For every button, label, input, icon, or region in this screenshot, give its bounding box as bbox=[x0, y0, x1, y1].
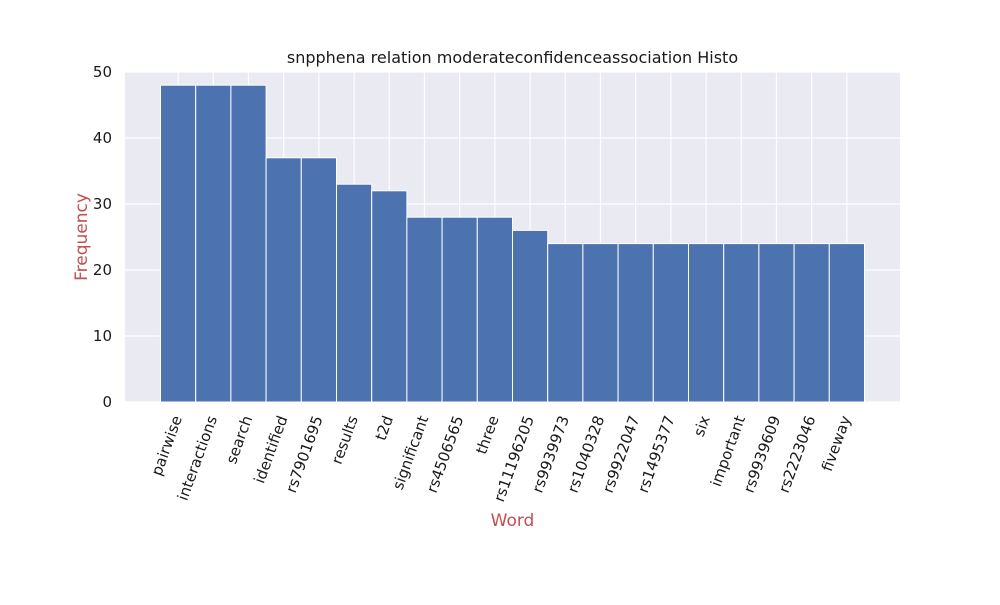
bar-fiveway bbox=[828, 243, 865, 403]
bar-results bbox=[336, 183, 373, 403]
bar-rs2223046 bbox=[793, 243, 830, 403]
bar-rs1495377 bbox=[652, 243, 689, 403]
y-tick-label: 50 bbox=[93, 63, 112, 81]
bar-rs1040328 bbox=[582, 243, 619, 403]
bar-interactions bbox=[195, 84, 232, 403]
x-tick-label: six bbox=[690, 413, 714, 439]
x-tick-label: identified bbox=[250, 413, 291, 486]
y-tick-label: 20 bbox=[93, 261, 112, 279]
y-tick-label: 30 bbox=[93, 195, 112, 213]
bars bbox=[160, 84, 865, 403]
bar-identified bbox=[265, 157, 302, 403]
x-tick-label: important bbox=[707, 413, 749, 489]
bar-rs9939609 bbox=[758, 243, 795, 403]
bar-rs9922047 bbox=[617, 243, 654, 403]
y-tick-labels: 0 10 20 30 40 50 bbox=[93, 63, 112, 411]
bar-important bbox=[723, 243, 760, 403]
bar-rs4506565 bbox=[441, 216, 478, 403]
bar-three bbox=[476, 216, 513, 403]
x-tick-label: t2d bbox=[372, 413, 397, 443]
y-tick-label: 10 bbox=[93, 327, 112, 345]
bar-t2d bbox=[371, 190, 408, 403]
bar-search bbox=[230, 84, 267, 403]
x-tick-label: pairwise bbox=[148, 413, 186, 478]
x-tick-label: three bbox=[472, 413, 502, 456]
x-tick-label: results bbox=[328, 413, 362, 467]
x-tick-label: fiveway bbox=[818, 413, 855, 474]
x-axis-label: Word bbox=[491, 511, 535, 531]
bar-rs11196205 bbox=[512, 229, 549, 403]
bar-significant bbox=[406, 216, 443, 403]
y-tick-label: 40 bbox=[93, 129, 112, 147]
bar-six bbox=[688, 243, 725, 403]
y-axis-label: Frequency bbox=[72, 193, 92, 281]
bar-pairwise bbox=[160, 84, 197, 403]
x-tick-label: search bbox=[222, 413, 256, 466]
bar-rs9939973 bbox=[547, 243, 584, 403]
bar-rs7901695 bbox=[300, 157, 337, 403]
chart-title: snpphena relation moderateconfidenceasso… bbox=[287, 48, 738, 67]
y-tick-label: 0 bbox=[102, 393, 112, 411]
